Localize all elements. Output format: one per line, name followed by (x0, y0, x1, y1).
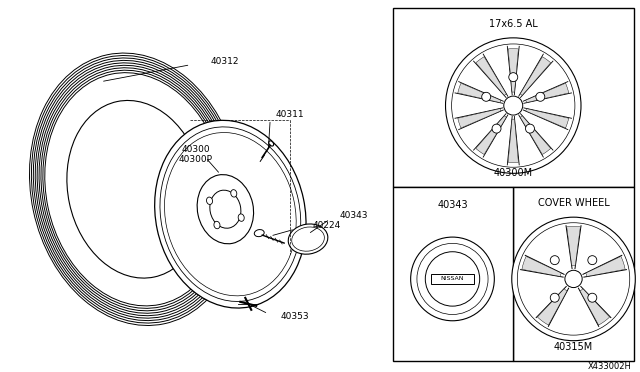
Text: 40315M: 40315M (554, 341, 593, 352)
Text: 40311: 40311 (275, 110, 304, 119)
Polygon shape (525, 83, 569, 103)
Text: 40353: 40353 (280, 312, 308, 321)
Polygon shape (538, 289, 567, 325)
Ellipse shape (254, 230, 264, 237)
Ellipse shape (288, 224, 328, 254)
Text: 40312: 40312 (211, 57, 239, 66)
Polygon shape (580, 289, 610, 325)
Circle shape (492, 124, 501, 133)
Text: 40300M: 40300M (493, 169, 533, 178)
Circle shape (525, 124, 534, 133)
Polygon shape (458, 109, 501, 128)
Polygon shape (520, 57, 550, 95)
Text: 40300P: 40300P (179, 155, 212, 164)
Bar (393, 8, 634, 187)
Text: NISSAN: NISSAN (441, 276, 464, 282)
Text: 17x6.5 AL: 17x6.5 AL (489, 19, 538, 29)
Ellipse shape (292, 227, 324, 251)
Ellipse shape (67, 100, 205, 278)
Text: X433002H: X433002H (588, 362, 632, 371)
Polygon shape (476, 116, 506, 154)
Circle shape (512, 217, 636, 341)
Text: 40300: 40300 (181, 145, 210, 154)
Circle shape (588, 256, 596, 264)
Ellipse shape (231, 190, 237, 197)
Polygon shape (586, 256, 625, 276)
Bar (431, 274, 474, 283)
Ellipse shape (155, 120, 306, 308)
Text: 40343: 40343 (437, 200, 468, 210)
Ellipse shape (214, 221, 220, 229)
Polygon shape (520, 116, 550, 154)
Text: 40224: 40224 (313, 221, 341, 230)
Bar (513, 187, 634, 360)
Circle shape (536, 92, 545, 101)
Ellipse shape (269, 141, 274, 146)
Circle shape (426, 252, 480, 306)
Circle shape (588, 293, 596, 302)
Polygon shape (476, 57, 506, 95)
Polygon shape (567, 227, 580, 266)
Ellipse shape (207, 197, 212, 205)
Circle shape (445, 38, 581, 173)
Text: COVER WHEEL: COVER WHEEL (538, 198, 609, 208)
Circle shape (482, 92, 491, 101)
Circle shape (509, 73, 518, 81)
Circle shape (550, 293, 559, 302)
Polygon shape (508, 49, 518, 92)
Ellipse shape (197, 174, 253, 244)
Ellipse shape (238, 214, 244, 221)
Ellipse shape (210, 190, 241, 228)
Text: 40343: 40343 (340, 211, 369, 220)
Polygon shape (525, 109, 569, 128)
Circle shape (550, 256, 559, 264)
Polygon shape (522, 256, 561, 276)
Bar (393, 187, 513, 360)
Polygon shape (508, 119, 518, 163)
Circle shape (411, 237, 494, 321)
Polygon shape (458, 83, 501, 103)
